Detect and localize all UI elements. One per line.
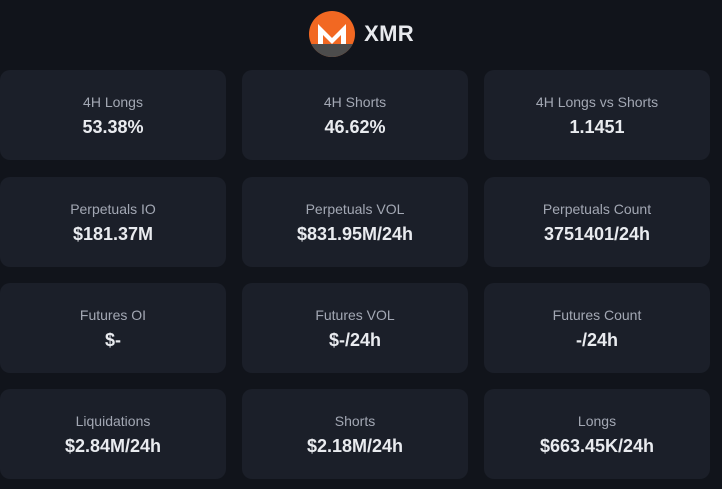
- card-label: Liquidations: [75, 412, 151, 429]
- card-perpetuals-oi: Perpetuals IO $181.37M: [0, 177, 226, 267]
- card-value: $2.84M/24h: [64, 435, 162, 456]
- card-value: $2.18M/24h: [306, 435, 404, 456]
- card-value: $831.95M/24h: [296, 223, 414, 244]
- card-value: 53.38%: [82, 116, 144, 137]
- card-value: -/24h: [575, 329, 618, 350]
- card-label: 4H Longs vs Shorts: [535, 93, 659, 110]
- card-4h-shorts: 4H Shorts 46.62%: [242, 70, 468, 160]
- card-liquidations: Liquidations $2.84M/24h: [0, 389, 226, 479]
- card-label: Longs: [577, 412, 617, 429]
- card-longs-liquidations: Longs $663.45K/24h: [484, 389, 710, 479]
- card-futures-vol: Futures VOL $-/24h: [242, 283, 468, 373]
- card-perpetuals-vol: Perpetuals VOL $831.95M/24h: [242, 177, 468, 267]
- card-label: Perpetuals VOL: [305, 200, 405, 217]
- card-value: $-/24h: [328, 329, 382, 350]
- monero-logo-icon: [309, 11, 356, 57]
- card-label: Perpetuals IO: [70, 200, 156, 217]
- card-label: 4H Shorts: [323, 93, 387, 110]
- card-label: Perpetuals Count: [542, 200, 652, 217]
- card-4h-longs: 4H Longs 53.38%: [0, 70, 226, 160]
- card-label: Futures VOL: [315, 306, 395, 323]
- coin-symbol: XMR: [364, 21, 414, 46]
- card-label: Shorts: [334, 412, 376, 429]
- card-perpetuals-count: Perpetuals Count 3751401/24h: [484, 177, 710, 267]
- card-label: 4H Longs: [83, 93, 143, 110]
- card-futures-count: Futures Count -/24h: [484, 283, 710, 373]
- coin-header: XMR: [0, 10, 722, 58]
- card-value: 46.62%: [324, 116, 386, 137]
- card-label: Futures OI: [79, 306, 147, 323]
- card-shorts-liquidations: Shorts $2.18M/24h: [242, 389, 468, 479]
- card-value: $663.45K/24h: [539, 435, 655, 456]
- card-4h-longs-vs-shorts: 4H Longs vs Shorts 1.1451: [484, 70, 710, 160]
- card-value: 1.1451: [569, 116, 625, 137]
- card-label: Futures Count: [552, 306, 642, 323]
- card-value: $181.37M: [72, 223, 154, 244]
- card-futures-oi: Futures OI $-: [0, 283, 226, 373]
- card-value: $-: [104, 329, 121, 350]
- card-value: 3751401/24h: [543, 223, 651, 244]
